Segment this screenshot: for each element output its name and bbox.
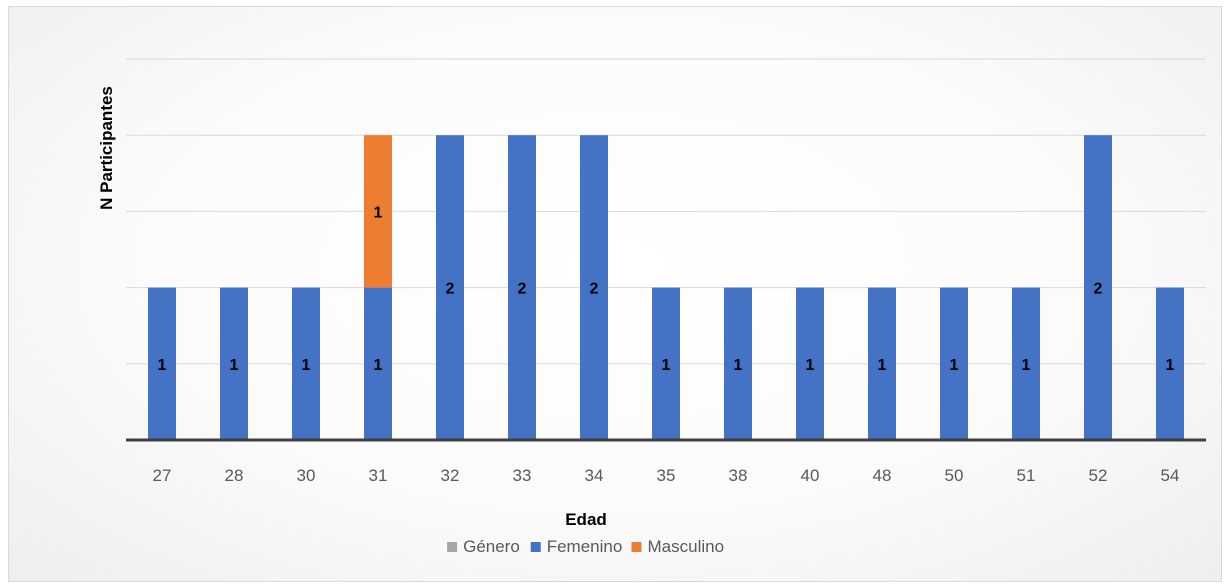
bar-femenino-33 bbox=[508, 135, 536, 440]
x-tick-label: 31 bbox=[369, 466, 388, 485]
x-tick-label: 30 bbox=[297, 466, 316, 485]
legend-label: Masculino bbox=[648, 537, 725, 556]
bar-femenino-40 bbox=[796, 287, 824, 440]
x-axis-title: Edad bbox=[565, 510, 607, 529]
data-label: 1 bbox=[734, 357, 743, 374]
bar-femenino-48 bbox=[868, 287, 896, 440]
data-label: 1 bbox=[302, 357, 311, 374]
bar-femenino-32 bbox=[436, 135, 464, 440]
legend-key-masculino bbox=[631, 542, 642, 552]
x-tick-label: 28 bbox=[225, 466, 244, 485]
x-tick-label: 34 bbox=[585, 466, 604, 485]
x-tick-label: 40 bbox=[801, 466, 820, 485]
bar-femenino-35 bbox=[652, 287, 680, 440]
data-label: 2 bbox=[518, 281, 527, 298]
bar-femenino-54 bbox=[1156, 287, 1184, 440]
bar-femenino-50 bbox=[940, 287, 968, 440]
data-label: 1 bbox=[158, 357, 167, 374]
data-label: 2 bbox=[1094, 281, 1103, 298]
x-tick-label: 51 bbox=[1017, 466, 1036, 485]
x-tick-label: 52 bbox=[1089, 466, 1108, 485]
x-tick-label: 48 bbox=[873, 466, 892, 485]
x-tick-label: 50 bbox=[945, 466, 964, 485]
data-label: 1 bbox=[1166, 357, 1175, 374]
legend-key-femenino bbox=[530, 542, 541, 552]
data-label: 1 bbox=[230, 357, 239, 374]
x-tick-label: 27 bbox=[153, 466, 172, 485]
bar-femenino-34 bbox=[580, 135, 608, 440]
data-label: 1 bbox=[806, 357, 815, 374]
legend-key-género bbox=[447, 542, 458, 552]
x-tick-labels: 27 28 30 31 32 33 34 35 38 40 48 50 51 52 54 bbox=[153, 466, 1180, 485]
x-tick-label: 35 bbox=[657, 466, 676, 485]
data-labels: 1 1 1 1 1 2 2 2 1 1 1 1 1 1 2 1 bbox=[158, 204, 1175, 373]
data-label: 2 bbox=[590, 281, 599, 298]
x-tick-label: 32 bbox=[441, 466, 460, 485]
data-label: 1 bbox=[662, 357, 671, 374]
bar-femenino-28 bbox=[220, 287, 248, 440]
legend-label: Femenino bbox=[547, 537, 623, 556]
bar-femenino-38 bbox=[724, 287, 752, 440]
legend-label: Género bbox=[463, 537, 520, 556]
bar-femenino-30 bbox=[292, 287, 320, 440]
x-tick-label: 54 bbox=[1161, 466, 1180, 485]
y-axis-title: N Participantes bbox=[97, 86, 116, 210]
x-tick-label: 38 bbox=[729, 466, 748, 485]
legend: Género Femenino Masculino bbox=[447, 537, 724, 556]
data-label: 1 bbox=[878, 357, 887, 374]
bar-femenino-31 bbox=[364, 287, 392, 440]
data-label: 1 bbox=[374, 357, 383, 374]
data-label: 1 bbox=[374, 204, 383, 221]
bar-femenino-51 bbox=[1012, 287, 1040, 440]
data-label: 1 bbox=[950, 357, 959, 374]
bar-femenino-27 bbox=[148, 287, 176, 440]
bars bbox=[148, 135, 1184, 440]
data-label: 2 bbox=[446, 281, 455, 298]
bar-masculino-31 bbox=[364, 135, 392, 288]
x-tick-label: 33 bbox=[513, 466, 532, 485]
bar-femenino-52 bbox=[1084, 135, 1112, 440]
data-label: 1 bbox=[1022, 357, 1031, 374]
